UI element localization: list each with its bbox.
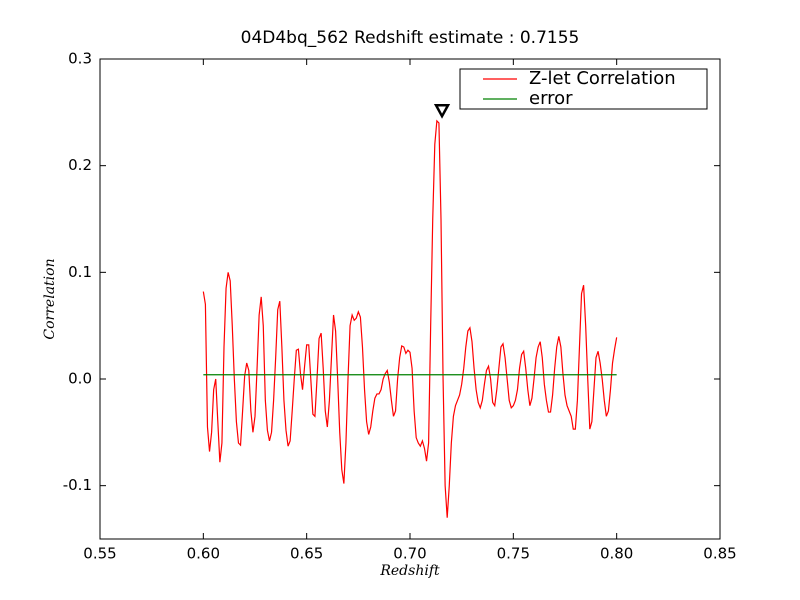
x-axis-label: Redshift [379, 563, 440, 579]
legend-box [459, 68, 708, 110]
x-tick-label: 0.60 [187, 545, 220, 563]
data-line [202, 119, 618, 518]
x-tick-label: 0.55 [83, 545, 116, 563]
y-tick-label: -0.1 [63, 476, 92, 494]
x-tick-label: 0.65 [290, 545, 323, 563]
y-axis-label: Correlation [42, 258, 58, 339]
plot-frame [99, 58, 721, 540]
legend-label: error [529, 88, 573, 109]
legend-label: Z-let Correlation [529, 68, 676, 89]
y-tick-label: 0.3 [68, 50, 92, 68]
x-tick-label: 0.85 [703, 545, 736, 563]
x-tick-label: 0.80 [600, 545, 633, 563]
peak-marker [433, 103, 451, 119]
chart-title: 04D4bq_562 Redshift estimate : 0.7155 [241, 28, 580, 48]
x-tick-label: 0.70 [393, 545, 426, 563]
x-tick-label: 0.75 [497, 545, 530, 563]
y-tick-label: 0.1 [68, 263, 92, 281]
y-tick-label: 0.2 [68, 156, 92, 174]
y-tick-label: 0.0 [68, 370, 92, 388]
